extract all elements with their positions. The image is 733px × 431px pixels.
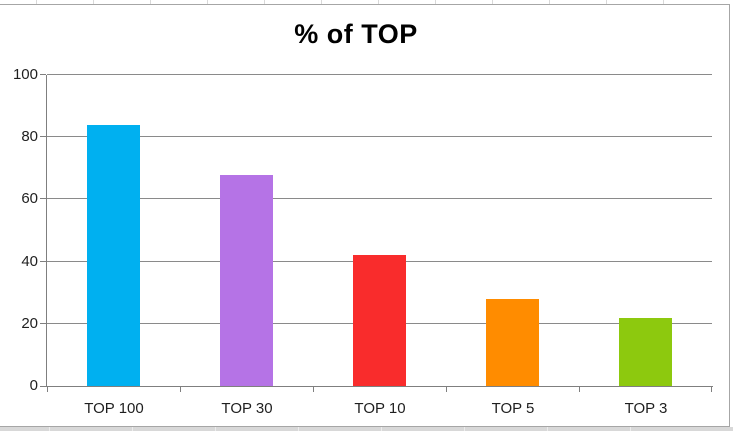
- spreadsheet-cells-bottom[interactable]: [0, 427, 733, 431]
- y-axis-label-0: 0: [29, 377, 38, 394]
- plot-area: 0 20 40 60 80 100 TOP 100 TOP 30 TOP 10 TOP 5 TOP …: [13, 67, 713, 417]
- bar-top-30[interactable]: [220, 175, 273, 386]
- bar-top-3[interactable]: [619, 318, 672, 386]
- bar-top-5[interactable]: [486, 299, 539, 386]
- x-axis-label-top-30: TOP 30: [221, 400, 273, 417]
- x-axis-label-top-5: TOP 5: [491, 400, 535, 417]
- y-axis-tick: [40, 198, 46, 199]
- y-axis-tick: [40, 386, 46, 387]
- gridline-80: [47, 136, 712, 137]
- spreadsheet-cells-top[interactable]: [0, 0, 733, 4]
- x-axis-label-top-100: TOP 100: [84, 400, 144, 417]
- x-axis-tick: [313, 387, 314, 392]
- x-axis-tick: [47, 387, 48, 392]
- chart-title: % of TOP: [294, 19, 418, 49]
- x-axis-tick: [579, 387, 580, 392]
- y-axis-tick: [40, 323, 46, 324]
- y-axis-label-60: 60: [21, 190, 38, 207]
- y-axis-label-40: 40: [21, 253, 38, 270]
- y-axis-tick: [40, 136, 46, 137]
- x-axis-line: [46, 386, 713, 387]
- y-axis-tick: [40, 74, 46, 75]
- y-axis-label-20: 20: [21, 315, 38, 332]
- x-axis-label-top-10: TOP 10: [354, 400, 406, 417]
- y-axis-label-80: 80: [21, 128, 38, 145]
- x-axis-tick: [180, 387, 181, 392]
- bar-top-10[interactable]: [353, 255, 406, 386]
- x-axis-label-top-3: TOP 3: [624, 400, 668, 417]
- gridline-60: [47, 198, 712, 199]
- x-axis-tick: [446, 387, 447, 392]
- y-axis-tick: [40, 261, 46, 262]
- bar-top-100[interactable]: [87, 125, 140, 386]
- chart-object[interactable]: % of TOP 0 20 40 60 80 100 TOP 100 TOP 30 TOP 10…: [0, 4, 730, 427]
- y-axis-line: [46, 75, 47, 387]
- gridline-100: [47, 74, 712, 75]
- y-axis-label-100: 100: [12, 66, 38, 83]
- x-axis-tick: [711, 387, 712, 392]
